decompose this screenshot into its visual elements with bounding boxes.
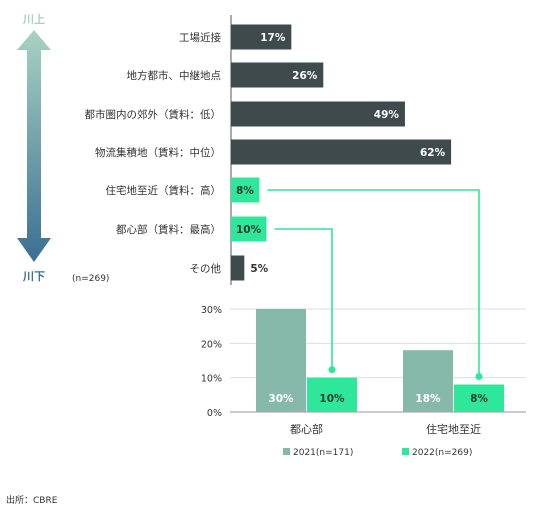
hbar-bar — [231, 216, 267, 242]
source-note: 出所：CBRE — [6, 496, 58, 506]
vbar-data-label: 10% — [319, 393, 345, 405]
hbar-data-label: 62% — [420, 147, 446, 159]
hbar-category-label: その他 — [190, 262, 222, 275]
hbar-bar — [231, 62, 324, 88]
hbar-category-label: 工場近接 — [179, 31, 221, 44]
vbar-category-label: 都心部 — [290, 422, 323, 436]
vbar-bar — [307, 377, 357, 412]
vbar-data-label: 30% — [268, 393, 294, 405]
vbar-category-label: 住宅地至近 — [426, 422, 481, 436]
legend-swatch — [283, 448, 290, 455]
connector-line — [267, 189, 480, 377]
legend-label: 2022(n=269) — [412, 448, 472, 458]
arrow-bottom-label: 川下 — [22, 270, 45, 283]
vbar-tick-label: 0% — [207, 408, 222, 419]
double-arrow-icon — [17, 30, 51, 262]
hbar-bar — [231, 101, 405, 127]
hbar-bar — [231, 139, 452, 165]
vbar-tick-label: 30% — [201, 305, 222, 316]
hbar-category-label: 住宅地至近（賃料：高） — [106, 184, 222, 197]
vertical-bar-chart: 0% 10% 20% 30% 30% 10% 都心部 18% 8% 住宅地至近 — [201, 305, 526, 436]
vbar-bar — [256, 309, 306, 412]
hbar-data-label: 10% — [236, 224, 262, 236]
hbar-data-label: 26% — [292, 70, 318, 82]
hbar-data-label: 49% — [374, 109, 400, 121]
legend: 2021(n=171) 2022(n=269) — [283, 448, 472, 458]
legend-label: 2021(n=171) — [293, 448, 353, 458]
arrow-top-label: 川上 — [22, 12, 45, 26]
connector-dot — [328, 366, 336, 374]
vbar-data-label: 18% — [415, 393, 441, 405]
hbar-data-label: 8% — [236, 185, 254, 197]
vbar-bar — [454, 384, 504, 412]
hbar-category-label: 都市圏内の郊外（賃料：低） — [85, 108, 222, 121]
sample-size-note: (n=269) — [72, 274, 109, 284]
vbar-tick-label: 10% — [201, 374, 222, 385]
hbar-data-label: 17% — [260, 32, 286, 44]
hbar-bar — [231, 177, 260, 203]
hbar-category-label: 地方都市、中継地点 — [127, 69, 222, 82]
connector-dot — [475, 373, 483, 381]
vbar-bar — [403, 350, 453, 412]
vbar-tick-label: 20% — [201, 339, 222, 350]
vbar-data-label: 8% — [470, 393, 488, 405]
horizontal-bar-chart: 工場近接 17% 地方都市、中継地点 26% 都市圏内の郊外（賃料：低） 49% 物流集積地… — [72, 15, 452, 285]
legend-swatch — [402, 448, 409, 455]
connector-line — [274, 228, 333, 370]
hbar-bar — [231, 255, 245, 281]
hbar-category-label: 都心部（賃料：最高） — [116, 223, 221, 236]
hbar-category-label: 物流集積地（賃料：中位） — [95, 146, 221, 159]
hbar-bar — [231, 24, 292, 50]
connector-lines — [267, 189, 483, 381]
hbar-data-label: 5% — [250, 263, 268, 275]
